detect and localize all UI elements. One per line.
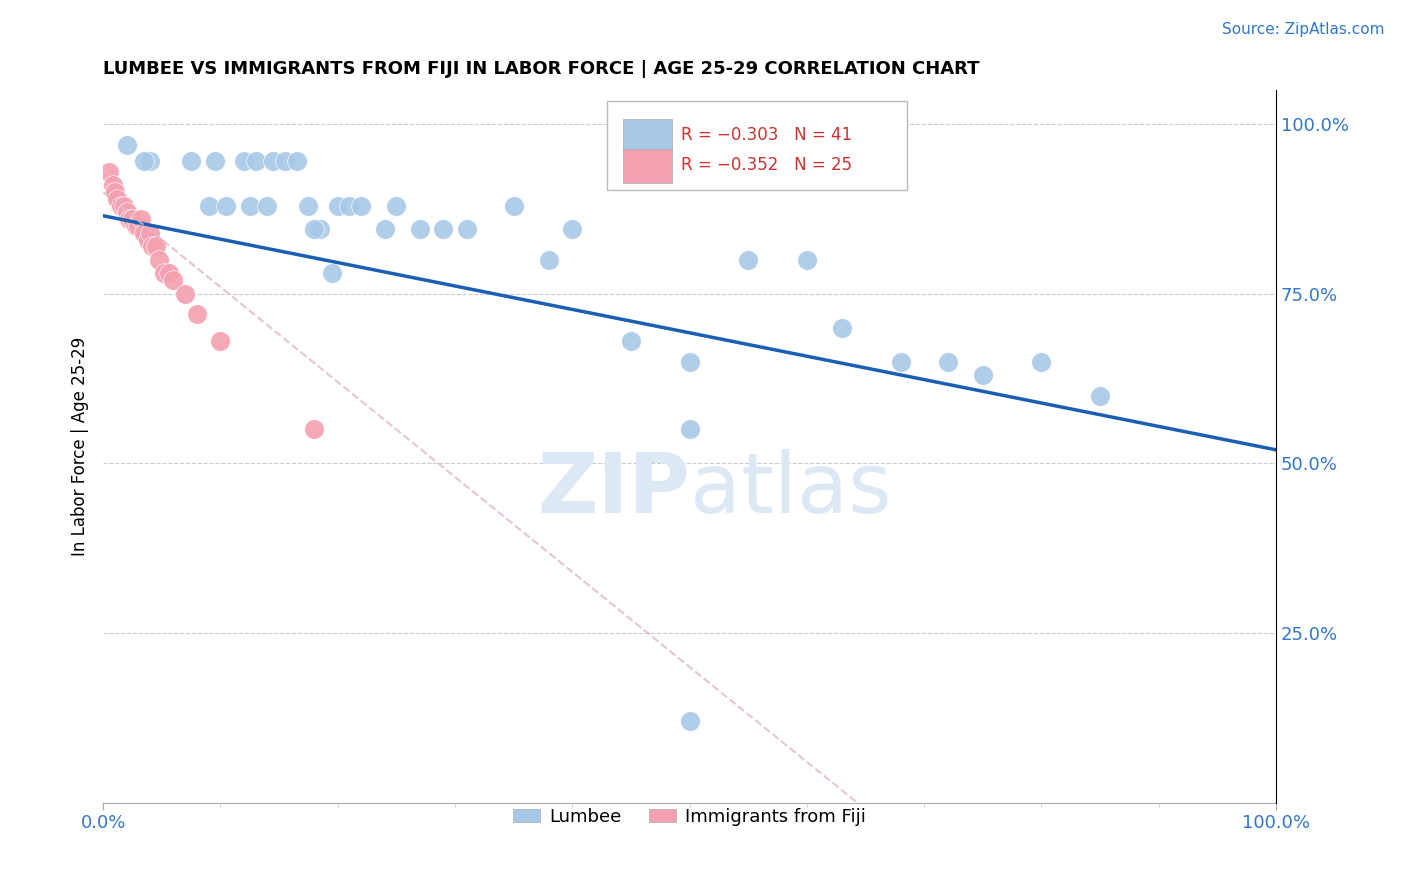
Point <box>256 198 278 212</box>
Point <box>180 154 202 169</box>
Point <box>204 154 226 169</box>
Point <box>197 198 219 212</box>
Point <box>302 222 325 236</box>
Point <box>232 154 254 169</box>
FancyBboxPatch shape <box>623 149 672 183</box>
FancyBboxPatch shape <box>607 101 907 190</box>
Point <box>153 267 176 281</box>
Point <box>174 286 197 301</box>
Point <box>831 320 853 334</box>
Point <box>104 185 127 199</box>
Point <box>274 154 297 169</box>
Point <box>186 307 208 321</box>
Point <box>209 334 232 349</box>
Point <box>110 198 132 212</box>
Point <box>302 422 325 436</box>
Point <box>98 164 121 178</box>
Point <box>215 198 238 212</box>
Point <box>141 239 163 253</box>
Point <box>134 154 156 169</box>
Point <box>561 222 583 236</box>
Point <box>127 219 149 233</box>
Point <box>385 198 408 212</box>
Point <box>118 212 141 227</box>
Point <box>350 198 373 212</box>
Point <box>101 178 124 193</box>
Point <box>456 222 478 236</box>
Point <box>326 198 349 212</box>
Y-axis label: In Labor Force | Age 25-29: In Labor Force | Age 25-29 <box>72 337 89 556</box>
Point <box>409 222 432 236</box>
Point <box>262 154 284 169</box>
Point <box>145 239 167 253</box>
Point <box>139 226 162 240</box>
Point <box>245 154 267 169</box>
Point <box>105 192 128 206</box>
Point <box>162 273 184 287</box>
Point <box>737 252 759 267</box>
Point <box>796 252 818 267</box>
Text: R = −0.352   N = 25: R = −0.352 N = 25 <box>682 156 852 174</box>
Point <box>285 154 308 169</box>
Point <box>157 267 180 281</box>
Point <box>374 222 396 236</box>
Point <box>239 198 262 212</box>
Point <box>129 212 152 227</box>
Point <box>678 714 700 729</box>
Point <box>339 198 361 212</box>
Point <box>115 205 138 219</box>
Text: R = −0.303   N = 41: R = −0.303 N = 41 <box>682 126 852 144</box>
Point <box>890 354 912 368</box>
Point <box>297 198 319 212</box>
Point <box>936 354 959 368</box>
Point <box>309 222 332 236</box>
Point <box>678 422 700 436</box>
Text: Source: ZipAtlas.com: Source: ZipAtlas.com <box>1222 22 1385 37</box>
Point <box>678 354 700 368</box>
Text: atlas: atlas <box>689 449 891 530</box>
Text: LUMBEE VS IMMIGRANTS FROM FIJI IN LABOR FORCE | AGE 25-29 CORRELATION CHART: LUMBEE VS IMMIGRANTS FROM FIJI IN LABOR … <box>103 60 980 78</box>
Point <box>148 252 170 267</box>
Point <box>972 368 994 383</box>
Point <box>115 137 138 152</box>
Point <box>1031 354 1053 368</box>
FancyBboxPatch shape <box>623 119 672 153</box>
Point <box>502 198 524 212</box>
Text: ZIP: ZIP <box>537 449 689 530</box>
Point <box>112 198 135 212</box>
Point <box>537 252 560 267</box>
Point <box>134 226 156 240</box>
Legend: Lumbee, Immigrants from Fiji: Lumbee, Immigrants from Fiji <box>506 800 873 833</box>
Point <box>1088 388 1111 402</box>
Point <box>136 233 159 247</box>
Point <box>121 212 143 227</box>
Point <box>125 219 148 233</box>
Point <box>139 154 162 169</box>
Point <box>432 222 454 236</box>
Point <box>321 267 343 281</box>
Point <box>620 334 643 349</box>
